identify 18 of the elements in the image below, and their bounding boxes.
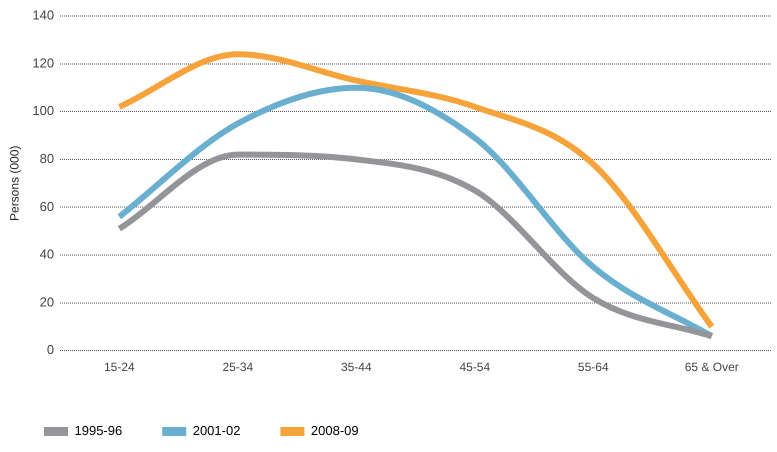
legend-label: 1995-96: [74, 423, 122, 438]
y-tick-label: 60: [40, 198, 54, 214]
x-tick-label: 35-44: [340, 360, 372, 374]
y-tick-label: 20: [40, 294, 54, 310]
y-tick-label: 80: [40, 150, 54, 166]
y-tick-label: 100: [32, 103, 54, 118]
legend-label: 2001-02: [192, 423, 240, 438]
x-tick-label: 65 & Over: [684, 360, 739, 374]
y-tick-label: 0: [46, 342, 54, 358]
y-tick-label: 40: [40, 246, 54, 262]
x-tick-label: 45-54: [459, 360, 490, 374]
y-tick-label: 120: [32, 55, 54, 70]
x-tick-label: 25-34: [222, 360, 254, 374]
x-tick-label: 55-64: [578, 360, 609, 374]
y-axis-title: Persons (000): [8, 146, 22, 221]
x-tick-label: 15-24: [104, 360, 135, 374]
legend-label: 2008-09: [310, 423, 359, 438]
y-tick-label: 140: [32, 8, 54, 23]
